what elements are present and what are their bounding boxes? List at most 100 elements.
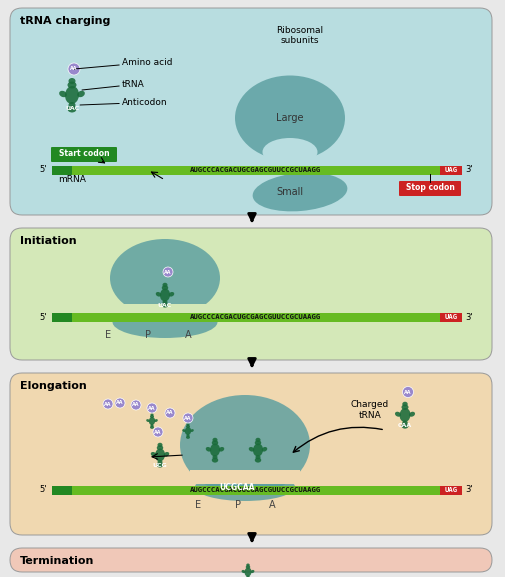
Ellipse shape xyxy=(158,460,163,464)
Ellipse shape xyxy=(213,455,218,459)
Text: AA: AA xyxy=(166,410,174,415)
Ellipse shape xyxy=(255,440,261,445)
Ellipse shape xyxy=(256,438,261,442)
Ellipse shape xyxy=(235,76,345,160)
Ellipse shape xyxy=(186,434,189,437)
Ellipse shape xyxy=(212,440,218,445)
Bar xyxy=(52,485,72,494)
Ellipse shape xyxy=(150,426,154,429)
Text: A: A xyxy=(269,500,275,510)
Text: mRNA: mRNA xyxy=(58,175,86,184)
Ellipse shape xyxy=(69,102,76,108)
Ellipse shape xyxy=(68,81,76,88)
FancyBboxPatch shape xyxy=(10,8,492,215)
Ellipse shape xyxy=(160,288,170,301)
Ellipse shape xyxy=(59,91,67,97)
Ellipse shape xyxy=(255,458,261,463)
Text: Stop codon: Stop codon xyxy=(406,183,454,193)
Ellipse shape xyxy=(65,86,79,104)
Circle shape xyxy=(147,403,157,413)
Text: 5': 5' xyxy=(39,485,47,494)
Ellipse shape xyxy=(246,565,250,569)
Ellipse shape xyxy=(246,564,250,567)
Ellipse shape xyxy=(146,419,149,422)
FancyBboxPatch shape xyxy=(10,548,492,572)
Ellipse shape xyxy=(185,427,191,435)
Text: 3': 3' xyxy=(465,485,473,494)
Ellipse shape xyxy=(186,436,190,439)
Ellipse shape xyxy=(190,429,194,432)
Circle shape xyxy=(153,427,163,437)
Ellipse shape xyxy=(402,421,408,425)
Text: AA: AA xyxy=(104,402,112,407)
Circle shape xyxy=(402,387,414,398)
Ellipse shape xyxy=(195,473,295,501)
Ellipse shape xyxy=(110,239,220,317)
FancyBboxPatch shape xyxy=(10,373,492,535)
Ellipse shape xyxy=(182,429,186,432)
Text: 5': 5' xyxy=(39,313,47,321)
Ellipse shape xyxy=(241,570,245,573)
Ellipse shape xyxy=(155,419,158,422)
Ellipse shape xyxy=(150,415,154,418)
Text: P: P xyxy=(145,330,151,340)
Bar xyxy=(115,304,215,318)
Text: tRNA charging: tRNA charging xyxy=(20,16,111,26)
Ellipse shape xyxy=(169,292,174,297)
Ellipse shape xyxy=(213,438,218,442)
Text: UAG: UAG xyxy=(444,314,458,320)
Ellipse shape xyxy=(150,424,154,427)
Text: P: P xyxy=(235,500,241,510)
Ellipse shape xyxy=(246,575,250,577)
Text: AA: AA xyxy=(70,66,78,72)
Text: A: A xyxy=(185,330,191,340)
Ellipse shape xyxy=(163,283,168,287)
Text: UAG: UAG xyxy=(444,167,458,173)
Ellipse shape xyxy=(399,408,411,422)
Ellipse shape xyxy=(256,455,261,459)
Ellipse shape xyxy=(163,300,168,304)
Ellipse shape xyxy=(409,412,415,417)
FancyBboxPatch shape xyxy=(10,228,492,360)
Ellipse shape xyxy=(155,448,165,462)
Ellipse shape xyxy=(402,402,408,406)
Circle shape xyxy=(131,400,141,410)
FancyBboxPatch shape xyxy=(51,147,117,162)
Ellipse shape xyxy=(244,568,251,576)
Text: UAC: UAC xyxy=(158,302,172,308)
Circle shape xyxy=(115,398,125,408)
Bar xyxy=(440,485,462,494)
Ellipse shape xyxy=(252,173,347,211)
Ellipse shape xyxy=(149,417,155,425)
Text: Small: Small xyxy=(276,187,304,197)
Ellipse shape xyxy=(263,138,318,166)
Ellipse shape xyxy=(210,444,220,456)
Ellipse shape xyxy=(156,292,161,297)
Text: AUGCCCACGACUGCGAGCGUUCCGCUAAGG: AUGCCCACGACUGCGAGCGUUCCGCUAAGG xyxy=(190,167,322,173)
Ellipse shape xyxy=(164,452,169,456)
Text: tRNA: tRNA xyxy=(82,80,145,90)
Ellipse shape xyxy=(68,106,76,113)
Bar xyxy=(440,166,462,174)
Text: Termination: Termination xyxy=(20,556,94,566)
Ellipse shape xyxy=(162,285,168,290)
Text: AA: AA xyxy=(148,406,156,410)
Text: AA: AA xyxy=(164,269,172,275)
Text: Start codon: Start codon xyxy=(59,149,109,159)
Text: Charged
tRNA: Charged tRNA xyxy=(351,400,389,419)
Text: Elongation: Elongation xyxy=(20,381,87,391)
Text: E: E xyxy=(105,330,111,340)
Ellipse shape xyxy=(151,452,156,456)
Text: CAA: CAA xyxy=(398,424,412,428)
Ellipse shape xyxy=(401,404,409,410)
Text: Large: Large xyxy=(276,113,304,123)
Text: AA: AA xyxy=(154,429,162,434)
Ellipse shape xyxy=(262,447,267,452)
Ellipse shape xyxy=(157,463,163,467)
Ellipse shape xyxy=(186,425,190,428)
Circle shape xyxy=(165,408,175,418)
Text: AA: AA xyxy=(404,389,412,395)
Ellipse shape xyxy=(206,447,211,452)
Ellipse shape xyxy=(212,458,218,463)
Ellipse shape xyxy=(180,395,310,495)
